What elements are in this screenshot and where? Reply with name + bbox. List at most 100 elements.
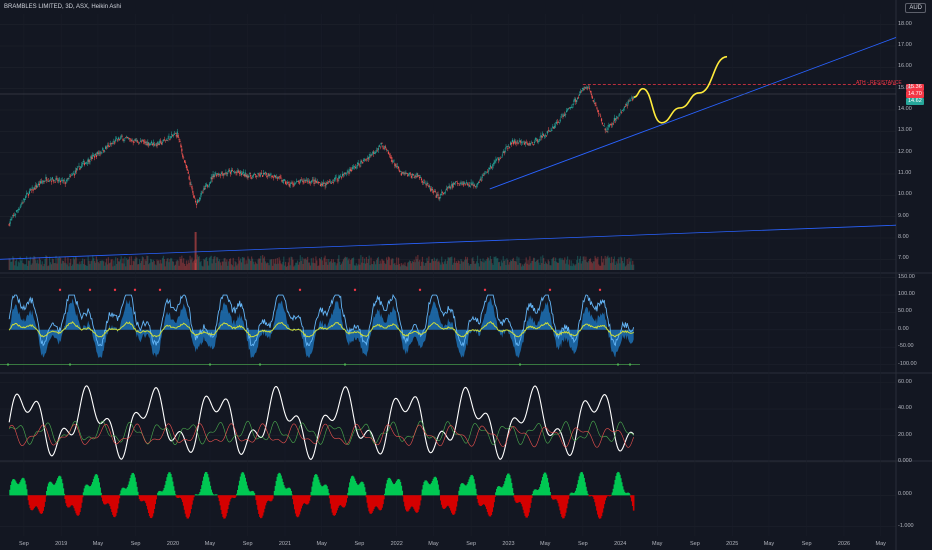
histogram-bar — [622, 489, 625, 496]
candle-body — [143, 141, 145, 142]
histogram-bar — [127, 484, 130, 496]
histogram-bar — [187, 495, 190, 519]
signal-dot — [88, 288, 92, 292]
candle-body — [292, 183, 294, 185]
y-tick-label: 0.000 — [898, 491, 912, 498]
di-plus-line — [8, 420, 634, 446]
volume-bar — [543, 263, 546, 270]
volume-bar — [48, 265, 50, 270]
histogram-bar — [539, 487, 541, 496]
candle-body — [554, 125, 556, 128]
candle-body — [78, 165, 80, 167]
candle-body — [631, 97, 633, 99]
volume-bar — [273, 263, 276, 270]
candle-body — [553, 127, 555, 129]
histogram-bar — [607, 495, 609, 496]
volume-bar — [201, 265, 203, 270]
volume-bar — [587, 262, 589, 270]
histogram-bar — [327, 493, 330, 496]
volume-bar — [58, 257, 60, 270]
volume-bar — [336, 263, 338, 270]
candle-body — [117, 137, 120, 140]
volume-bar — [542, 255, 544, 270]
candle-body — [424, 183, 426, 184]
histogram-bar — [203, 473, 206, 496]
candle-body — [44, 181, 46, 182]
volume-bar — [148, 264, 150, 270]
volume-bar — [573, 264, 575, 270]
volume-bar — [101, 260, 103, 270]
candle-body — [161, 142, 164, 144]
histogram-bar — [38, 495, 41, 512]
volume-bar — [75, 257, 77, 270]
volume-bar — [385, 264, 387, 270]
candle-body — [552, 126, 554, 129]
histogram-bar — [377, 495, 380, 509]
candle-body — [587, 87, 589, 89]
candle-body — [92, 155, 94, 157]
histogram-bar — [265, 495, 268, 503]
volume-bar — [444, 259, 446, 270]
signal-dot — [258, 363, 262, 366]
volume-bar — [64, 256, 66, 270]
candle-body — [344, 173, 346, 175]
histogram-bar — [333, 495, 336, 516]
histogram-bar — [389, 478, 392, 496]
volume-bar — [94, 262, 97, 270]
candle-body — [66, 178, 68, 182]
candle-body — [175, 135, 177, 137]
volume-bar — [56, 263, 58, 270]
x-tick-label: May — [539, 541, 551, 547]
candle-body — [104, 151, 106, 152]
volume-bar — [443, 261, 446, 270]
histogram-bar — [368, 495, 370, 512]
currency-button[interactable]: AUD — [905, 3, 926, 13]
histogram-bar — [531, 493, 534, 496]
volume-bar — [470, 264, 472, 270]
candle-body — [455, 181, 458, 182]
candle-body — [149, 143, 151, 145]
volume-bar — [159, 263, 161, 270]
price-tag-high: 15.36 — [906, 84, 924, 91]
volume-bar — [92, 255, 94, 270]
candle-body — [314, 179, 316, 182]
candle-body — [266, 176, 268, 177]
volume-bar — [43, 263, 45, 270]
signal-line — [8, 320, 634, 338]
candle-body — [383, 148, 385, 149]
volume-bar — [182, 262, 184, 270]
candle-body — [611, 123, 614, 125]
candle-body — [163, 139, 165, 141]
volume-bar — [20, 260, 22, 270]
histogram-bar — [521, 495, 524, 507]
volume-bar — [53, 263, 55, 270]
histogram-bar — [513, 495, 516, 498]
candle-body — [350, 169, 352, 171]
candle-body — [197, 201, 199, 202]
candle-body — [257, 172, 259, 175]
volume-bar — [241, 256, 244, 270]
volume-bar — [612, 259, 615, 270]
candle-body — [577, 97, 579, 99]
volume-bar — [194, 232, 197, 270]
histogram-pane — [9, 471, 635, 519]
signal-dot — [518, 363, 522, 366]
histogram-bar — [137, 495, 140, 496]
volume-bar — [48, 256, 51, 270]
volume-bar — [494, 257, 496, 270]
histogram-bar — [112, 495, 114, 515]
candle-body — [622, 110, 624, 111]
volume-bar — [113, 260, 115, 270]
histogram-bar — [388, 477, 391, 496]
candle-body — [518, 142, 520, 144]
volume-bar — [109, 262, 111, 270]
volume-bar — [207, 265, 210, 270]
candle-body — [11, 217, 13, 219]
histogram-bar — [462, 483, 464, 496]
volume-bar — [558, 258, 560, 270]
histogram-bar — [221, 495, 224, 515]
histogram-bar — [192, 495, 194, 501]
histogram-bar — [547, 482, 550, 496]
histogram-bar — [104, 495, 107, 505]
